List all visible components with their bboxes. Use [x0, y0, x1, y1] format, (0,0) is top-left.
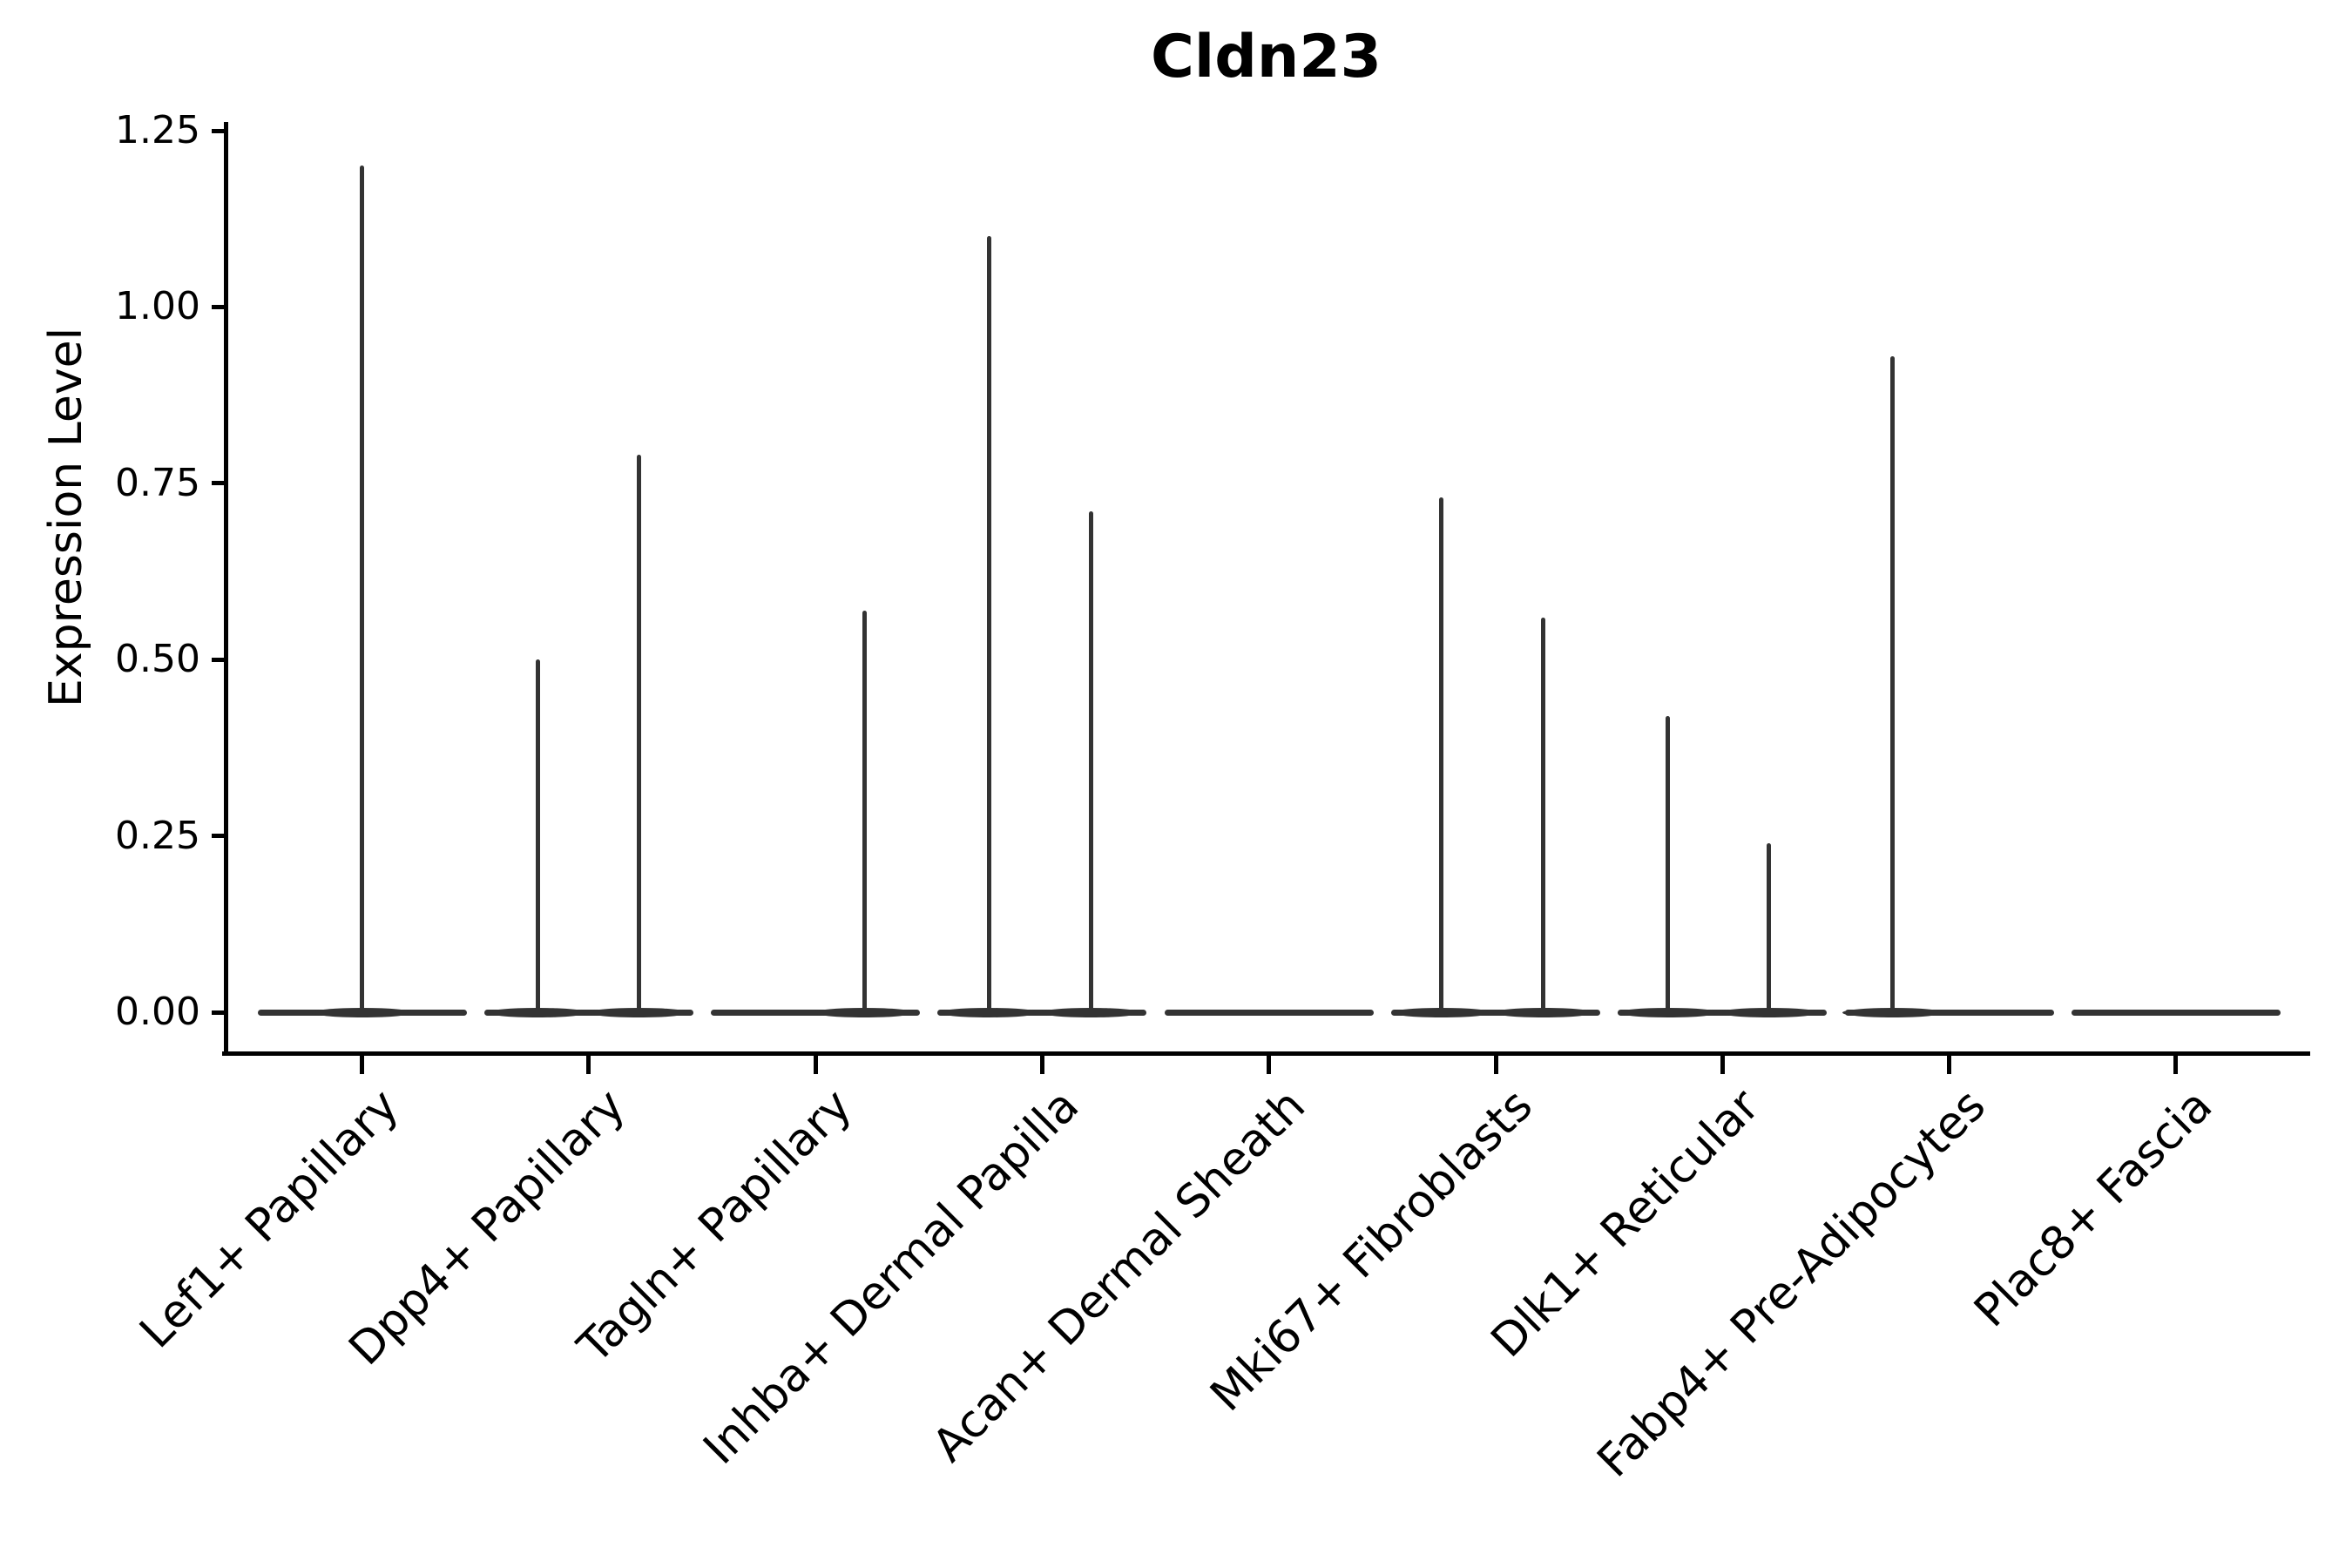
y-tick-label: 0.50: [115, 637, 200, 682]
violin-base: [2071, 1010, 2281, 1016]
y-tick-mark: [212, 834, 224, 839]
chart-title: Cldn23: [1151, 23, 1382, 91]
y-tick-label: 0.75: [115, 460, 200, 505]
x-tick-mark: [813, 1053, 818, 1074]
violin-spike: [535, 659, 540, 1015]
x-tick-mark: [1493, 1053, 1498, 1074]
violin-spike: [1439, 497, 1444, 1015]
x-category-label: Fabp4+ Pre-Adipocytes: [1588, 1079, 1997, 1488]
x-tick-mark: [1947, 1053, 1952, 1074]
x-tick-mark: [1039, 1053, 1044, 1074]
violin-spike: [1541, 617, 1546, 1015]
violin-spike: [636, 455, 641, 1015]
x-tick-mark: [360, 1053, 364, 1074]
y-tick-mark: [212, 657, 224, 662]
y-tick-mark: [212, 128, 224, 133]
violin-spike: [862, 610, 867, 1015]
y-tick-label: 0.25: [115, 813, 200, 858]
x-tick-mark: [1267, 1053, 1272, 1074]
y-tick-label: 0.00: [115, 990, 200, 1034]
y-tick-mark: [212, 1010, 224, 1015]
violin-spike: [1890, 356, 1896, 1015]
y-tick-mark: [212, 481, 224, 486]
y-tick-label: 1.25: [115, 108, 200, 152]
x-category-label: Plac8+ Fascia: [1964, 1079, 2223, 1338]
y-tick-mark: [212, 304, 224, 309]
x-tick-mark: [1720, 1053, 1725, 1074]
x-category-label: Inhba+ Dermal Papilla: [693, 1079, 1090, 1475]
x-tick-mark: [2173, 1053, 2179, 1074]
x-tick-mark: [586, 1053, 591, 1074]
x-category-label: Acan+ Dermal Sheath: [923, 1079, 1316, 1472]
violin-base: [1164, 1010, 1374, 1016]
violin-base: [1844, 1010, 2054, 1016]
violin-spike: [360, 166, 364, 1015]
y-axis-line: [224, 122, 228, 1056]
y-tick-label: 1.00: [115, 284, 200, 329]
violin-spike: [986, 236, 991, 1015]
violin-spike: [1666, 715, 1671, 1015]
x-axis-line: [222, 1051, 2310, 1056]
violin-spike: [1767, 842, 1772, 1015]
violin-spike: [1088, 511, 1093, 1015]
